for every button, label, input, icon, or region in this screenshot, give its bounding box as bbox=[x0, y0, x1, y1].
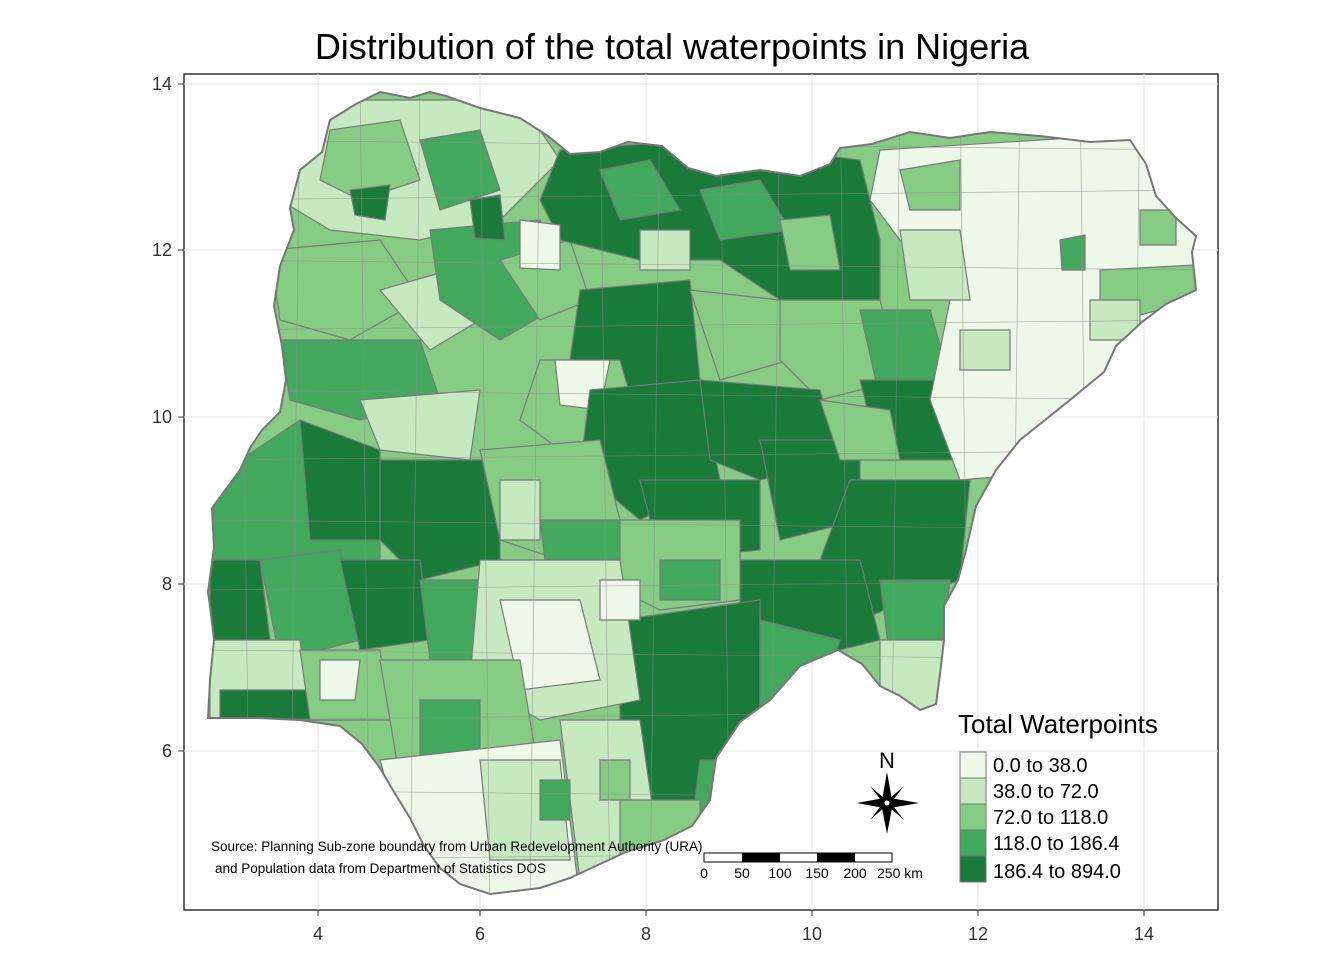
x-tick-label: 6 bbox=[475, 924, 485, 944]
y-tick-label: 6 bbox=[162, 741, 172, 761]
x-tick-label: 4 bbox=[313, 924, 323, 944]
x-tick-label: 8 bbox=[641, 924, 651, 944]
x-tick-label: 12 bbox=[968, 924, 988, 944]
legend-swatch bbox=[959, 777, 987, 805]
north-label: N bbox=[879, 748, 895, 773]
y-tick-label: 10 bbox=[152, 407, 172, 427]
legend-label: 72.0 to 118.0 bbox=[993, 807, 1108, 829]
scale-label: 250 km bbox=[877, 865, 923, 881]
scale-label: 200 bbox=[843, 865, 867, 881]
legend-label: 0.0 to 38.0 bbox=[993, 755, 1088, 777]
x-tick-label: 14 bbox=[1134, 924, 1154, 944]
legend: Total Waterpoints 0.0 to 38.0 38.0 to 72… bbox=[958, 709, 1158, 883]
scale-label: 150 bbox=[805, 865, 829, 881]
north-arrow-icon: N bbox=[857, 748, 919, 834]
legend-swatch bbox=[959, 855, 987, 883]
legend-swatch bbox=[959, 751, 987, 779]
axis-ticks bbox=[178, 83, 1145, 916]
source-note-line1: Source: Planning Sub-zone boundary from … bbox=[211, 839, 703, 854]
legend-label: 186.4 to 894.0 bbox=[993, 861, 1121, 883]
y-tick-label: 14 bbox=[152, 74, 172, 94]
lga-regions bbox=[208, 92, 1196, 894]
y-axis-labels: 14 12 10 8 6 bbox=[152, 74, 172, 761]
y-tick-label: 8 bbox=[162, 574, 172, 594]
scale-label: 100 bbox=[768, 865, 792, 881]
scale-label: 0 bbox=[700, 865, 708, 881]
x-tick-label: 10 bbox=[802, 924, 822, 944]
scale-bar: 0 50 100 150 200 250 km bbox=[700, 852, 923, 881]
source-note-line2: and Population data from Department of S… bbox=[215, 861, 546, 876]
scale-label: 50 bbox=[734, 865, 750, 881]
map-title: Distribution of the total waterpoints in… bbox=[314, 26, 1030, 67]
legend-swatch bbox=[959, 803, 987, 831]
legend-swatch bbox=[959, 829, 987, 857]
legend-label: 38.0 to 72.0 bbox=[993, 781, 1099, 803]
y-tick-label: 12 bbox=[152, 240, 172, 260]
legend-title: Total Waterpoints bbox=[958, 709, 1158, 739]
x-axis-labels: 4 6 8 10 12 14 bbox=[313, 924, 1154, 944]
legend-label: 118.0 to 186.4 bbox=[993, 833, 1119, 855]
